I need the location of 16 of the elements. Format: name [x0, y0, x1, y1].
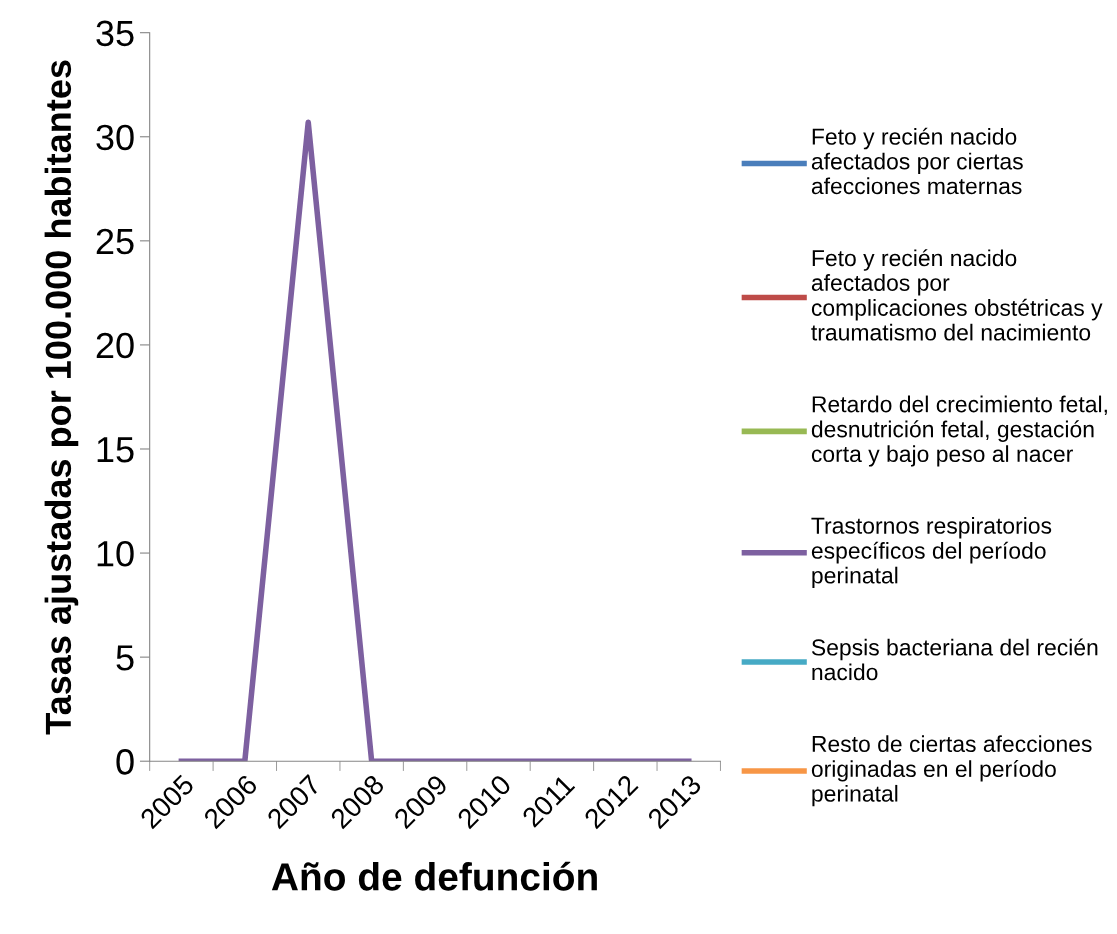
y-tick-label: 25: [96, 228, 134, 255]
y-tick-label: 15: [97, 437, 134, 463]
y-axis-title: Tasas ajustadas por 100.000 habitantes: [44, 60, 79, 735]
legend-label: Sepsis bacteriana del recién nacido: [811, 638, 1098, 681]
x-axis-title: Año de defunción: [271, 861, 597, 891]
y-tick-label: 10: [97, 540, 134, 567]
legend-label: Resto de ciertas afecciones originadas en el período perinatal: [811, 735, 1092, 807]
legend-label: Feto y recién nacido afectados por ciertas afecciones maternas: [811, 127, 1023, 195]
legend-label: Trastornos respiratorios específicos del período perinatal: [811, 517, 1052, 589]
y-tick-label: 30: [96, 124, 134, 151]
y-tick-label: 20: [96, 332, 134, 359]
y-tick-label: 5: [116, 645, 134, 671]
legend-label: Retardo del crecimiento fetal, desnutrición fetal, gestación corta y bajo peso al nacer: [811, 395, 1107, 467]
y-tick-label: 35: [96, 20, 134, 47]
legend-label: Feto y recién nacido afectados por complicaciones obstétricas y traumatismo del nacimiento: [811, 249, 1103, 341]
y-tick-label: 0: [116, 749, 134, 775]
